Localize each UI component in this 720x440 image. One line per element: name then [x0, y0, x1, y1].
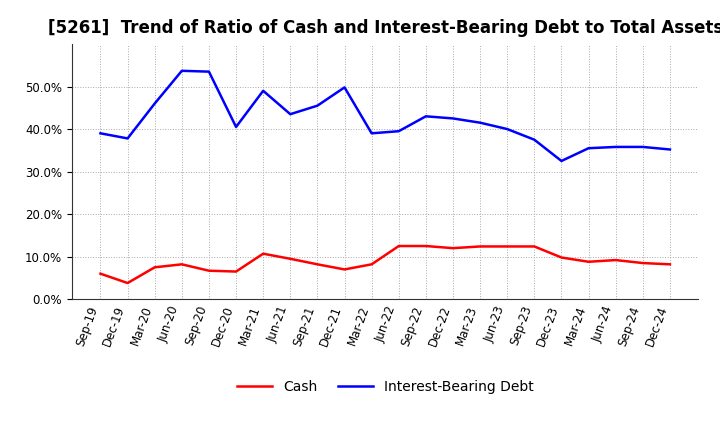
Cash	[665, 262, 674, 267]
Interest-Bearing Debt	[150, 101, 159, 106]
Interest-Bearing Debt	[665, 147, 674, 152]
Interest-Bearing Debt	[449, 116, 457, 121]
Cash	[530, 244, 539, 249]
Cash	[639, 260, 647, 266]
Cash	[178, 262, 186, 267]
Interest-Bearing Debt	[530, 137, 539, 142]
Cash	[503, 244, 511, 249]
Line: Interest-Bearing Debt: Interest-Bearing Debt	[101, 71, 670, 161]
Interest-Bearing Debt	[557, 158, 566, 164]
Interest-Bearing Debt	[639, 144, 647, 150]
Title: [5261]  Trend of Ratio of Cash and Interest-Bearing Debt to Total Assets: [5261] Trend of Ratio of Cash and Intere…	[48, 19, 720, 37]
Cash	[557, 255, 566, 260]
Cash	[421, 243, 430, 249]
Interest-Bearing Debt	[232, 124, 240, 129]
Cash	[96, 271, 105, 276]
Cash	[286, 256, 294, 261]
Interest-Bearing Debt	[259, 88, 268, 93]
Interest-Bearing Debt	[367, 131, 376, 136]
Interest-Bearing Debt	[611, 144, 620, 150]
Cash	[232, 269, 240, 274]
Cash	[584, 259, 593, 264]
Legend: Cash, Interest-Bearing Debt: Cash, Interest-Bearing Debt	[231, 374, 539, 400]
Interest-Bearing Debt	[584, 146, 593, 151]
Line: Cash: Cash	[101, 246, 670, 283]
Interest-Bearing Debt	[341, 85, 349, 90]
Cash	[395, 243, 403, 249]
Interest-Bearing Debt	[421, 114, 430, 119]
Cash	[367, 262, 376, 267]
Cash	[611, 257, 620, 263]
Cash	[150, 265, 159, 270]
Interest-Bearing Debt	[395, 128, 403, 134]
Interest-Bearing Debt	[476, 120, 485, 125]
Cash	[449, 246, 457, 251]
Cash	[341, 267, 349, 272]
Cash	[259, 251, 268, 257]
Interest-Bearing Debt	[178, 68, 186, 73]
Interest-Bearing Debt	[123, 136, 132, 141]
Cash	[313, 262, 322, 267]
Interest-Bearing Debt	[313, 103, 322, 108]
Interest-Bearing Debt	[204, 69, 213, 74]
Cash	[476, 244, 485, 249]
Interest-Bearing Debt	[503, 126, 511, 132]
Cash	[123, 280, 132, 286]
Interest-Bearing Debt	[96, 131, 105, 136]
Interest-Bearing Debt	[286, 111, 294, 117]
Cash	[204, 268, 213, 273]
